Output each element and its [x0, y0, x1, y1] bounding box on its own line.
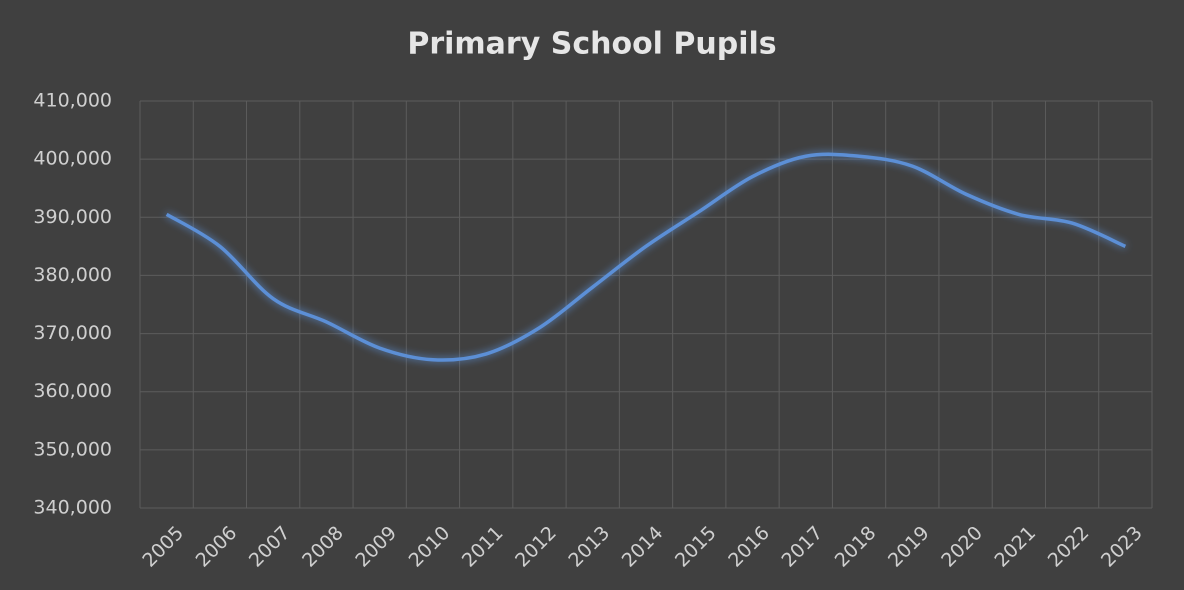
y-tick-label: 400,000: [33, 148, 112, 170]
y-tick-label: 350,000: [33, 438, 112, 460]
y-tick-label: 410,000: [33, 90, 112, 112]
y-tick-label: 390,000: [33, 206, 112, 228]
y-tick-label: 380,000: [33, 264, 112, 286]
y-tick-label: 370,000: [33, 322, 112, 344]
line-series: [165, 152, 1127, 362]
y-tick-label: 360,000: [33, 380, 112, 402]
chart-title: Primary School Pupils: [407, 27, 776, 62]
y-tick-label: 340,000: [33, 497, 112, 519]
